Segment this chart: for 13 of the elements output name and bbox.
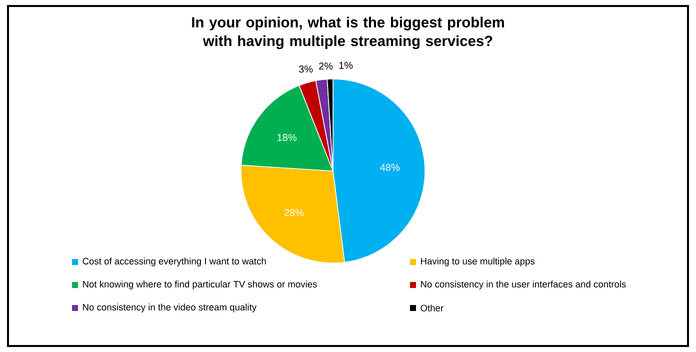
data-label: 18% — [278, 134, 296, 142]
data-label: 48% — [380, 164, 400, 171]
legend-label: Cost of accessing everything I want to watch — [82, 258, 266, 266]
data-label: 3% — [298, 66, 313, 73]
chart-title: In your opinion, what is the biggest problem with having multiple streaming services? — [192, 16, 504, 50]
legend-label: Not knowing where to find particular TV shows or movies — [83, 280, 317, 290]
data-label: 1% — [339, 62, 353, 69]
legend-label: No consistency in the video stream quality — [83, 304, 257, 312]
legend-label: Other — [420, 304, 444, 312]
data-label: 28% — [284, 209, 304, 216]
data-label: 2% — [319, 62, 333, 70]
legend-label: No consistency in the user interfaces and controls — [421, 280, 626, 290]
legend-label: Having to use multiple apps — [421, 258, 535, 266]
